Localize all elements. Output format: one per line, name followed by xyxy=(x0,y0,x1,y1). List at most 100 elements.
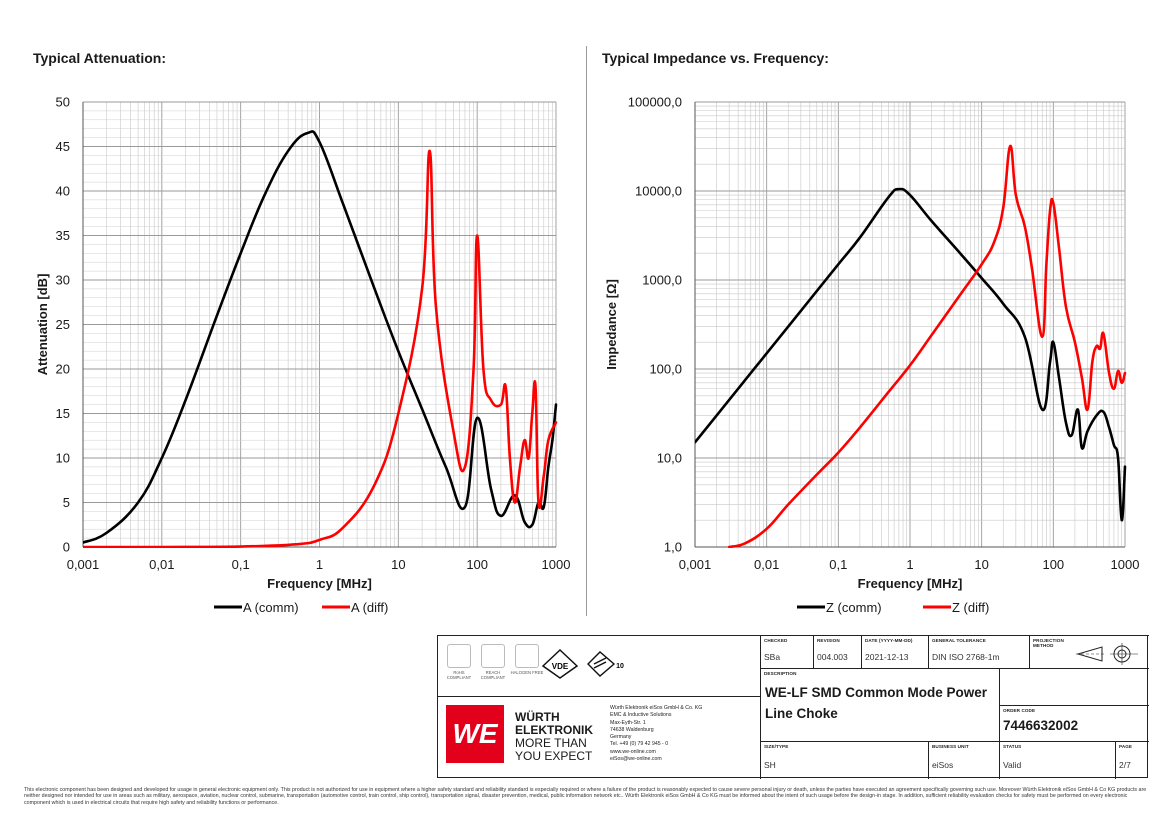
reach-label: REACH COMPLIANT xyxy=(480,670,506,680)
page-label: PAGE xyxy=(1119,744,1133,749)
x-tick-label: 10 xyxy=(391,557,405,572)
product-description: WE-LF SMD Common Mode Power Line Choke xyxy=(765,682,987,724)
website-link[interactable]: www.we-online.com xyxy=(610,748,656,755)
y-tick-label: 100,0 xyxy=(649,362,682,377)
date-value: 2021-12-13 xyxy=(865,652,909,662)
business-unit-label: BUSINESS UNIT xyxy=(932,744,969,749)
address-line: Germany xyxy=(610,734,632,741)
business-unit-value: eiSos xyxy=(932,760,954,770)
svg-text:10: 10 xyxy=(616,663,624,670)
x-axis-title: Frequency [MHz] xyxy=(858,576,963,591)
y-tick-label: 30 xyxy=(56,273,70,288)
title-block: RoHS COMPLIANT REACH COMPLIANT HALOGEN F… xyxy=(437,635,1149,779)
series-group xyxy=(695,144,1127,548)
tolerance-value: DIN ISO 2768-1m xyxy=(932,652,1000,662)
legend-label: A (diff) xyxy=(351,600,388,615)
x-tick-label: 0,01 xyxy=(754,557,779,572)
reach-icon xyxy=(481,644,505,668)
tolerance-cell: GENERAL TOLERANCE DIN ISO 2768-1m xyxy=(928,635,1029,668)
page-value: 2/7 xyxy=(1119,760,1131,770)
y-tick-label: 1000,0 xyxy=(642,273,682,288)
checked-label: CHECKED xyxy=(764,638,788,643)
projection-icon xyxy=(1076,643,1138,665)
projection-label: PROJECTION METHOD xyxy=(1033,638,1064,648)
brand-name: WÜRTH ELEKTRONIK xyxy=(515,711,593,737)
blank-cell xyxy=(999,668,1149,705)
series-line-diff xyxy=(727,144,1127,548)
y-tick-label: 10000,0 xyxy=(635,184,682,199)
date-label: DATE (YYYY-MM-DD) xyxy=(865,638,913,643)
order-code-value: 7446632002 xyxy=(1003,718,1079,733)
description-label: DESCRIPTION xyxy=(764,671,797,676)
we-logo: WE xyxy=(446,705,504,763)
slogan-line-2: YOU EXPECT xyxy=(515,749,593,763)
x-tick-label: 1 xyxy=(906,557,913,572)
y-axis-title: Impedance [Ω] xyxy=(604,279,619,370)
projection-cell: PROJECTION METHOD xyxy=(1029,635,1149,668)
brand-slogan: MORE THAN YOU EXPECT xyxy=(515,737,592,763)
chart-grid xyxy=(694,101,1126,548)
legend-label: A (comm) xyxy=(243,600,299,615)
size-cell: SIZE/TYPE SH xyxy=(760,741,928,779)
we-logo-mark: WE xyxy=(446,705,504,763)
y-tick-label: 1,0 xyxy=(664,540,682,555)
x-tick-label: 100 xyxy=(466,557,488,572)
address-line: Würth Elektronik eiSos GmbH & Co. KG xyxy=(610,705,703,711)
rohs-icon xyxy=(447,644,471,668)
description-cell: DESCRIPTION WE-LF SMD Common Mode Power … xyxy=(760,668,999,741)
y-tick-label: 15 xyxy=(56,406,70,421)
y-tick-label: 10,0 xyxy=(657,451,682,466)
brand-area: WE WÜRTH ELEKTRONIK MORE THAN YOU EXPECT… xyxy=(438,696,760,779)
rohs-badge: RoHS COMPLIANT xyxy=(442,644,476,680)
revision-label: REVISION xyxy=(817,638,840,643)
y-tick-label: 0 xyxy=(63,540,70,555)
y-tick-label: 25 xyxy=(56,317,70,332)
description-line-2: Line Choke xyxy=(765,706,838,721)
x-tick-label: 1 xyxy=(316,557,323,572)
business-unit-cell: BUSINESS UNIT eiSos xyxy=(928,741,999,779)
revision-cell: REVISION 004.003 xyxy=(813,635,861,668)
series-line-comm xyxy=(695,187,1127,522)
address-line: EMC & Inductive Solutions xyxy=(610,712,672,719)
order-code-cell: ORDER CODE 7446632002 xyxy=(999,705,1149,741)
x-tick-label: 10 xyxy=(974,557,988,572)
checked-value: SBa xyxy=(764,652,781,662)
brand-line-2: ELEKTRONIK xyxy=(515,723,593,737)
attenuation-chart: 0,001 0,01 0,1 1 10 100 1000 0 5 10 15 20 25 30 35 40 45… xyxy=(35,95,571,616)
svg-text:VDE: VDE xyxy=(552,662,569,671)
page-cell: PAGE 2/7 xyxy=(1115,741,1149,779)
x-tick-label: 0,001 xyxy=(67,557,100,572)
address-line: Max-Eyth-Str. 1 xyxy=(610,719,646,726)
x-tick-label: 0,001 xyxy=(679,557,712,572)
impedance-chart: 0,001 0,01 0,1 1 10 100 1000 1,0 10,0 100,0 1000,0… xyxy=(604,95,1140,616)
x-tick-label: 1000 xyxy=(542,557,571,572)
y-tick-label: 40 xyxy=(56,184,70,199)
x-axis-title: Frequency [MHz] xyxy=(267,576,372,591)
size-value: SH xyxy=(764,760,776,770)
disclaimer-text: This electronic component has been desig… xyxy=(24,787,1147,806)
brand-line-1: WÜRTH xyxy=(515,710,560,724)
reach-badge: REACH COMPLIANT xyxy=(476,644,510,680)
y-tick-label: 100000,0 xyxy=(628,95,682,110)
address-line: Tel. +49 (0) 79 42 945 - 0 xyxy=(610,741,669,748)
chart-legend: Z (comm) Z (diff) xyxy=(797,600,989,615)
description-line-1: WE-LF SMD Common Mode Power xyxy=(765,685,987,700)
size-label: SIZE/TYPE xyxy=(764,744,789,749)
revision-value: 004.003 xyxy=(817,652,848,662)
x-tick-label: 0,1 xyxy=(232,557,250,572)
email-link[interactable]: eiSos@we-online.com xyxy=(610,756,662,763)
y-tick-label: 45 xyxy=(56,139,70,154)
x-tick-label: 0,01 xyxy=(149,557,174,572)
chart-grid xyxy=(82,101,557,548)
y-tick-label: 10 xyxy=(56,451,70,466)
y-tick-label: 5 xyxy=(63,495,70,510)
date-cell: DATE (YYYY-MM-DD) 2021-12-13 xyxy=(861,635,928,668)
x-tick-label: 1000 xyxy=(1111,557,1140,572)
status-value: Valid xyxy=(1003,760,1022,770)
status-label: STATUS xyxy=(1003,744,1022,749)
series-group xyxy=(83,130,558,548)
x-tick-label: 100 xyxy=(1042,557,1064,572)
series-line-diff xyxy=(83,149,558,548)
rohs-label: RoHS COMPLIANT xyxy=(446,670,472,680)
halogen-badge: HALOGEN FREE xyxy=(510,644,544,675)
